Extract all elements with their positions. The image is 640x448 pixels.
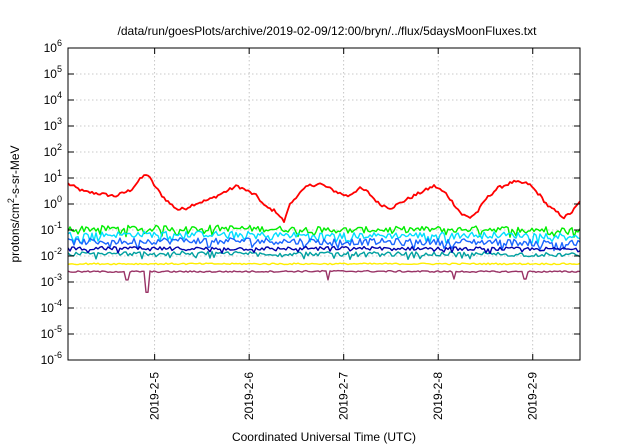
x-tick-label: 2019-2-7 <box>337 372 351 420</box>
y-tick-label: 10-1 <box>41 220 62 237</box>
y-axis-label-rest: -s-sr-MeV <box>8 145 22 198</box>
y-axis-label: protons/cm2-s-sr-MeV <box>6 145 22 262</box>
series-line-2 <box>67 224 581 238</box>
y-tick-label: 106 <box>44 38 62 55</box>
chart-title: /data/run/goesPlots/archive/2019-02-09/1… <box>118 24 538 38</box>
x-axis: 2019-2-5 2019-2-6 2019-2-7 2019-2-8 2019-2-9 <box>148 48 540 420</box>
y-axis-label-main: protons/cm <box>8 203 22 262</box>
y-tick-label: 102 <box>44 142 62 159</box>
x-tick-label: 2019-2-6 <box>242 372 256 420</box>
series-line-3 <box>67 230 581 245</box>
grid <box>68 48 580 360</box>
series-line-1 <box>67 174 581 224</box>
y-tick-label: 101 <box>44 168 62 185</box>
y-tick-label: 105 <box>44 64 62 81</box>
series-line-6 <box>67 245 581 255</box>
y-axis: 10-6 10-5 10-4 10-3 10-2 10-1 100 101 102 103 104 1… <box>41 38 580 367</box>
y-tick-label: 100 <box>44 194 62 211</box>
series-line-5 <box>67 250 581 260</box>
x-tick-label: 2019-2-8 <box>431 372 445 420</box>
x-axis-label: Coordinated Universal Time (UTC) <box>232 430 416 444</box>
y-tick-label: 10-5 <box>41 324 62 341</box>
series-line-8 <box>67 269 581 293</box>
series-line-7 <box>67 262 581 266</box>
y-tick-label: 10-2 <box>41 246 62 263</box>
series-group <box>67 174 581 293</box>
y-tick-label: 10-3 <box>41 272 62 289</box>
series-line-4 <box>67 237 581 252</box>
x-tick-label: 2019-2-5 <box>148 372 162 420</box>
x-tick-label: 2019-2-9 <box>526 372 540 420</box>
y-tick-label: 103 <box>44 116 62 133</box>
y-tick-label: 10-6 <box>41 350 62 367</box>
y-tick-label: 10-4 <box>41 298 62 315</box>
y-tick-label: 104 <box>44 90 62 107</box>
y-axis-label-sup: 2 <box>6 198 16 203</box>
